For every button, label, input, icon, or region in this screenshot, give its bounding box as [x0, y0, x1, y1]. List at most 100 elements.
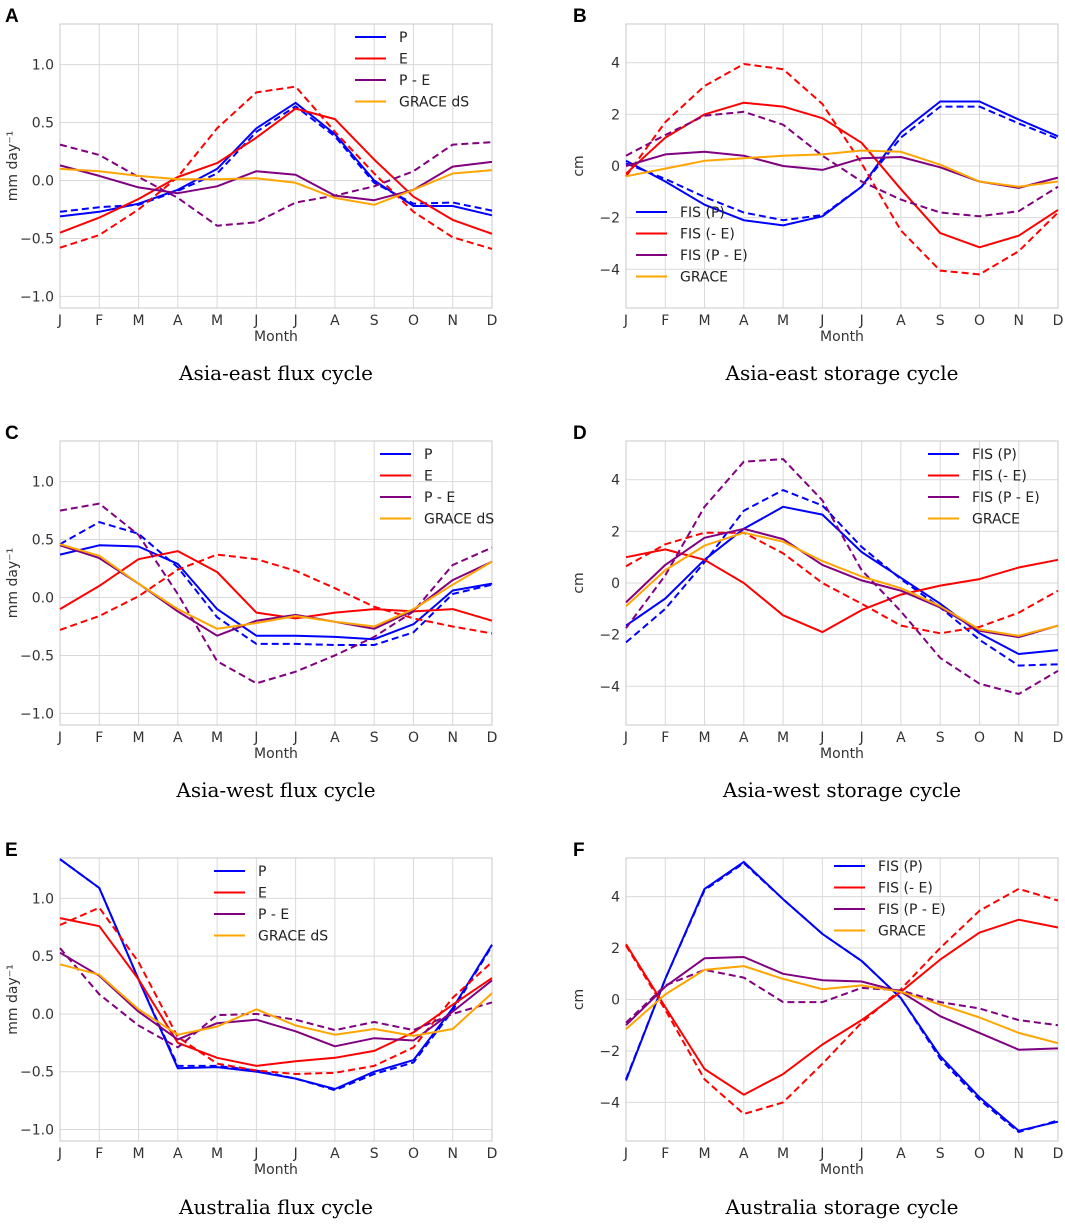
x-tick-label: J	[293, 1146, 298, 1162]
series-line-p-dashed	[59, 521, 493, 646]
x-tick-label: J	[819, 313, 824, 329]
panel-b: −4 −2 0 2 4 J F M A M J J A S O N D Month cm B Asia-east sto…	[571, 6, 1063, 385]
series-line-pe-dashed	[625, 968, 1059, 1027]
legend: FIS (P) FIS (- E) FIS (P - E) GRACE	[834, 859, 946, 940]
series-line-p	[59, 858, 493, 1090]
x-axis-label: Month	[254, 746, 298, 762]
x-tick-label: J	[253, 1146, 258, 1162]
panel-a: −1.0 −0.5 0.0 0.5 1.0 J F M A M J J A S O N D Month mm day…	[5, 6, 497, 385]
x-tick-label: A	[896, 730, 906, 746]
x-tick-label: A	[173, 1146, 183, 1162]
plot-frame	[59, 23, 493, 309]
x-tick-label: S	[936, 1146, 945, 1162]
panel-caption: Asia-east storage cycle	[725, 361, 959, 385]
legend-entry: E	[424, 469, 433, 485]
legend-entry: P	[399, 30, 407, 46]
x-tick-label: F	[95, 1146, 103, 1162]
panel-d: −4 −2 0 2 4 J F M A M J J A S O N D Month cm D Asia-west sto…	[571, 423, 1063, 802]
y-tick-label: −1.0	[20, 289, 54, 305]
y-tick-label: −4	[599, 262, 620, 278]
y-tick-label: −0.5	[20, 648, 54, 664]
x-tick-label: O	[974, 1146, 985, 1162]
x-axis-label: Month	[820, 746, 864, 762]
x-tick-label: S	[936, 313, 945, 329]
y-tick-label: 0	[611, 576, 620, 592]
panel-letter: E	[5, 840, 18, 861]
x-tick-label: M	[211, 1146, 223, 1162]
series-line-grace	[625, 531, 1059, 637]
plot-frame	[59, 857, 493, 1142]
x-tick-label: N	[447, 1146, 457, 1162]
panel-f: −4 −2 0 2 4 J F M A M J J A S O N D Month cm F Australia sto…	[571, 840, 1063, 1219]
x-axis-label: Month	[254, 1162, 298, 1178]
x-tick-label: D	[487, 313, 498, 329]
x-tick-label: O	[974, 313, 985, 329]
x-tick-label: O	[408, 1146, 419, 1162]
x-tick-label: J	[623, 1146, 628, 1162]
x-tick-label: S	[370, 730, 379, 746]
x-tick-label: M	[132, 730, 144, 746]
x-tick-label: J	[623, 730, 628, 746]
x-tick-label: O	[408, 313, 419, 329]
legend: PE P - E GRACE dS	[214, 864, 328, 945]
series-line-p-dashed	[59, 105, 493, 213]
series-line-pe-dashed	[59, 141, 493, 227]
legend: FIS (P) FIS (- E) FIS (P - E) GRACE	[636, 205, 748, 286]
series-line-e-dashed	[625, 887, 1059, 1115]
x-axis-label: Month	[820, 329, 864, 345]
x-tick-label: N	[447, 313, 457, 329]
y-tick-label: 0	[611, 159, 620, 175]
x-tick-label: A	[739, 313, 749, 329]
series-line-e	[59, 107, 493, 235]
legend-entry: P	[258, 864, 266, 880]
series-line-pe	[59, 951, 493, 1048]
series-line-pe-dashed	[59, 502, 493, 685]
series-line-e-dashed	[59, 906, 493, 1075]
legend-entry: E	[399, 52, 408, 68]
y-axis-label: cm	[571, 572, 587, 593]
y-tick-label: 0.5	[32, 116, 54, 132]
series-line-e	[59, 550, 493, 622]
panel-e: −1.0 −0.5 0.0 0.5 1.0 J F M A M J J A S O N D Month mm day…	[5, 840, 497, 1219]
y-tick-label: 2	[611, 941, 620, 957]
x-tick-label: S	[370, 313, 379, 329]
x-tick-label: D	[487, 730, 498, 746]
legend-entry: GRACE	[878, 924, 926, 940]
plot-frame	[625, 440, 1059, 726]
panel-letter: B	[573, 6, 587, 27]
x-tick-label: F	[661, 313, 669, 329]
y-tick-label: 1.0	[32, 475, 54, 491]
x-tick-label: F	[95, 313, 103, 329]
x-tick-label: M	[698, 1146, 710, 1162]
series-line-p-dashed	[59, 858, 493, 1092]
panel-letter: F	[573, 840, 585, 861]
x-tick-label: A	[173, 730, 183, 746]
y-axis-label: mm day⁻¹	[5, 548, 21, 618]
x-tick-label: J	[819, 730, 824, 746]
x-tick-label: A	[739, 1146, 749, 1162]
y-tick-label: 0.0	[32, 1007, 54, 1023]
legend-entry: GRACE dS	[258, 929, 328, 945]
legend-entry: FIS (- E)	[878, 881, 933, 897]
y-axis-label: cm	[571, 155, 587, 176]
series-line-p	[59, 544, 493, 641]
series-line-p-dashed	[625, 105, 1059, 222]
x-tick-label: J	[819, 1146, 824, 1162]
panel-letter: C	[5, 423, 19, 444]
y-tick-label: 2	[611, 524, 620, 540]
y-tick-label: −0.5	[20, 1065, 54, 1081]
series-line-grace	[625, 965, 1059, 1045]
x-tick-label: D	[1053, 730, 1064, 746]
x-tick-label: D	[487, 1146, 498, 1162]
y-tick-label: 4	[611, 473, 620, 489]
y-tick-label: −2	[599, 628, 620, 644]
x-tick-label: N	[1013, 313, 1023, 329]
x-tick-label: J	[57, 1146, 62, 1162]
x-tick-label: A	[896, 1146, 906, 1162]
panel-caption: Asia-east flux cycle	[178, 361, 373, 385]
y-tick-label: 0.0	[32, 173, 54, 189]
y-tick-label: −1.0	[20, 706, 54, 722]
y-tick-label: 1.0	[32, 58, 54, 74]
x-tick-label: F	[661, 730, 669, 746]
